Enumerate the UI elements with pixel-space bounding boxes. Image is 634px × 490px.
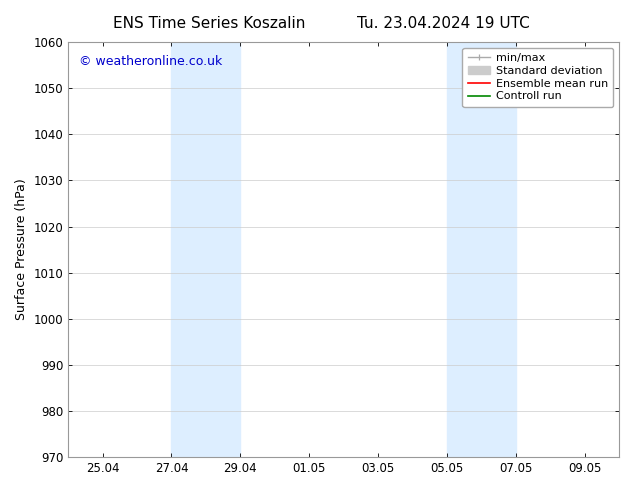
Legend: min/max, Standard deviation, Ensemble mean run, Controll run: min/max, Standard deviation, Ensemble me… [462, 48, 614, 107]
Bar [171, 42, 240, 457]
Bar [447, 42, 515, 457]
Text: ENS Time Series Koszalin: ENS Time Series Koszalin [113, 16, 306, 31]
Text: © weatheronline.co.uk: © weatheronline.co.uk [79, 54, 223, 68]
Text: Tu. 23.04.2024 19 UTC: Tu. 23.04.2024 19 UTC [358, 16, 530, 31]
Y-axis label: Surface Pressure (hPa): Surface Pressure (hPa) [15, 179, 28, 320]
